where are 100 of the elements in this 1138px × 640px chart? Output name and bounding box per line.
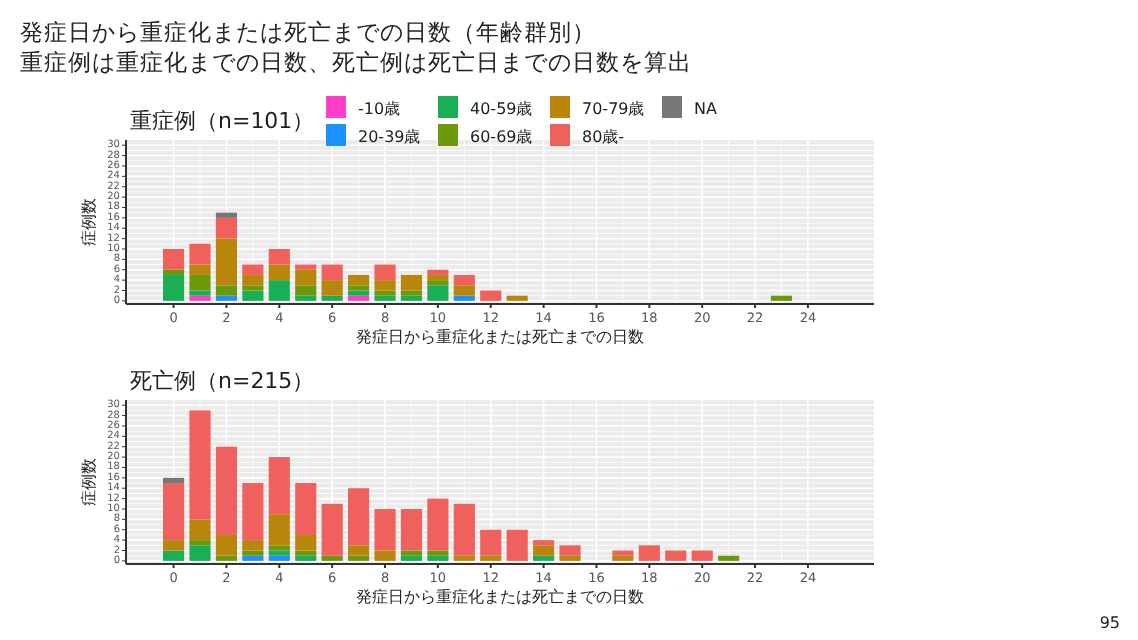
bar [348, 285, 370, 291]
bar [453, 285, 475, 296]
bar [427, 498, 449, 551]
bar [189, 295, 211, 301]
bar [215, 285, 238, 296]
bar [215, 217, 238, 239]
bar [321, 503, 343, 556]
bar [268, 264, 290, 281]
text: 重症例は重症化までの日数、死亡例は死亡日までの日数を算出 [20, 48, 692, 76]
bar [189, 274, 211, 291]
bar [268, 457, 290, 515]
bar [163, 274, 185, 301]
bar [400, 274, 423, 291]
bar [242, 290, 264, 301]
bar [427, 555, 449, 561]
bar [453, 274, 475, 286]
bar [268, 248, 290, 265]
text: 95 [1099, 614, 1120, 632]
bar [400, 508, 423, 551]
bar [718, 555, 740, 561]
text: 発症日から重症化または死亡までの日数（年齢群別） [20, 18, 596, 46]
bar [321, 264, 343, 281]
bar [189, 290, 211, 296]
bar [189, 540, 211, 546]
bar [268, 545, 290, 551]
bar [242, 540, 264, 551]
bar [163, 550, 185, 561]
bar [348, 274, 370, 286]
bar [427, 269, 449, 275]
bar [163, 540, 185, 551]
bar [374, 550, 396, 561]
bar [533, 540, 555, 546]
bar [163, 477, 185, 484]
legend-label: 20-39歳 [358, 128, 421, 146]
bar [348, 545, 370, 556]
bar [348, 295, 370, 301]
bar [400, 555, 423, 561]
legend-label: 40-59歳 [470, 100, 533, 118]
bar [189, 264, 211, 275]
bar [400, 295, 423, 301]
bar [427, 274, 449, 281]
bar [374, 295, 396, 301]
chart-title: 重症例（n=101） [130, 108, 315, 134]
bar [453, 555, 475, 561]
bar [215, 212, 238, 218]
bar [295, 555, 317, 561]
bar [374, 280, 396, 291]
bar [163, 269, 185, 275]
bar [189, 410, 211, 520]
bar [268, 550, 290, 556]
bar [242, 264, 264, 275]
bar [163, 248, 185, 270]
bar [242, 555, 264, 561]
bar [321, 555, 343, 561]
bar [268, 280, 290, 301]
bar [242, 285, 264, 291]
bar [559, 555, 581, 561]
bar [427, 280, 449, 286]
x-axis-title: 発症日から重症化または死亡までの日数 [356, 588, 644, 606]
bar [242, 274, 264, 286]
bar [427, 550, 449, 556]
y-axis-title: 症例数 [80, 458, 98, 506]
bar [770, 295, 793, 301]
bar [665, 550, 687, 561]
bar [559, 545, 581, 556]
bar [533, 545, 555, 556]
bar [295, 295, 317, 301]
bar [480, 290, 502, 301]
bar [506, 295, 528, 301]
bar [453, 503, 475, 556]
legend-label: 60-69歳 [470, 128, 533, 146]
bar [295, 285, 317, 296]
bar [400, 290, 423, 296]
legend-label: NA [694, 100, 718, 118]
x-axis-title: 発症日から重症化または死亡までの日数 [356, 328, 644, 346]
bar [295, 269, 317, 286]
bar [374, 508, 396, 551]
bar [480, 555, 502, 561]
bar [189, 243, 211, 265]
bar [348, 555, 370, 561]
y-axis-title: 症例数 [80, 198, 98, 246]
bar [215, 534, 238, 556]
bar [242, 550, 264, 556]
bar [215, 295, 238, 301]
bar [348, 290, 370, 296]
bar [215, 238, 238, 286]
bar [638, 545, 660, 561]
bar [295, 483, 317, 535]
bar [348, 488, 370, 546]
bar [533, 555, 555, 561]
bar [427, 285, 449, 301]
bar [295, 264, 317, 270]
bar [321, 295, 343, 301]
bar [163, 483, 185, 541]
bar [189, 545, 211, 561]
bar [480, 529, 502, 556]
legend-label: 70-79歳 [582, 100, 645, 118]
bar [268, 555, 290, 561]
bar [189, 519, 211, 541]
bar [453, 295, 475, 301]
